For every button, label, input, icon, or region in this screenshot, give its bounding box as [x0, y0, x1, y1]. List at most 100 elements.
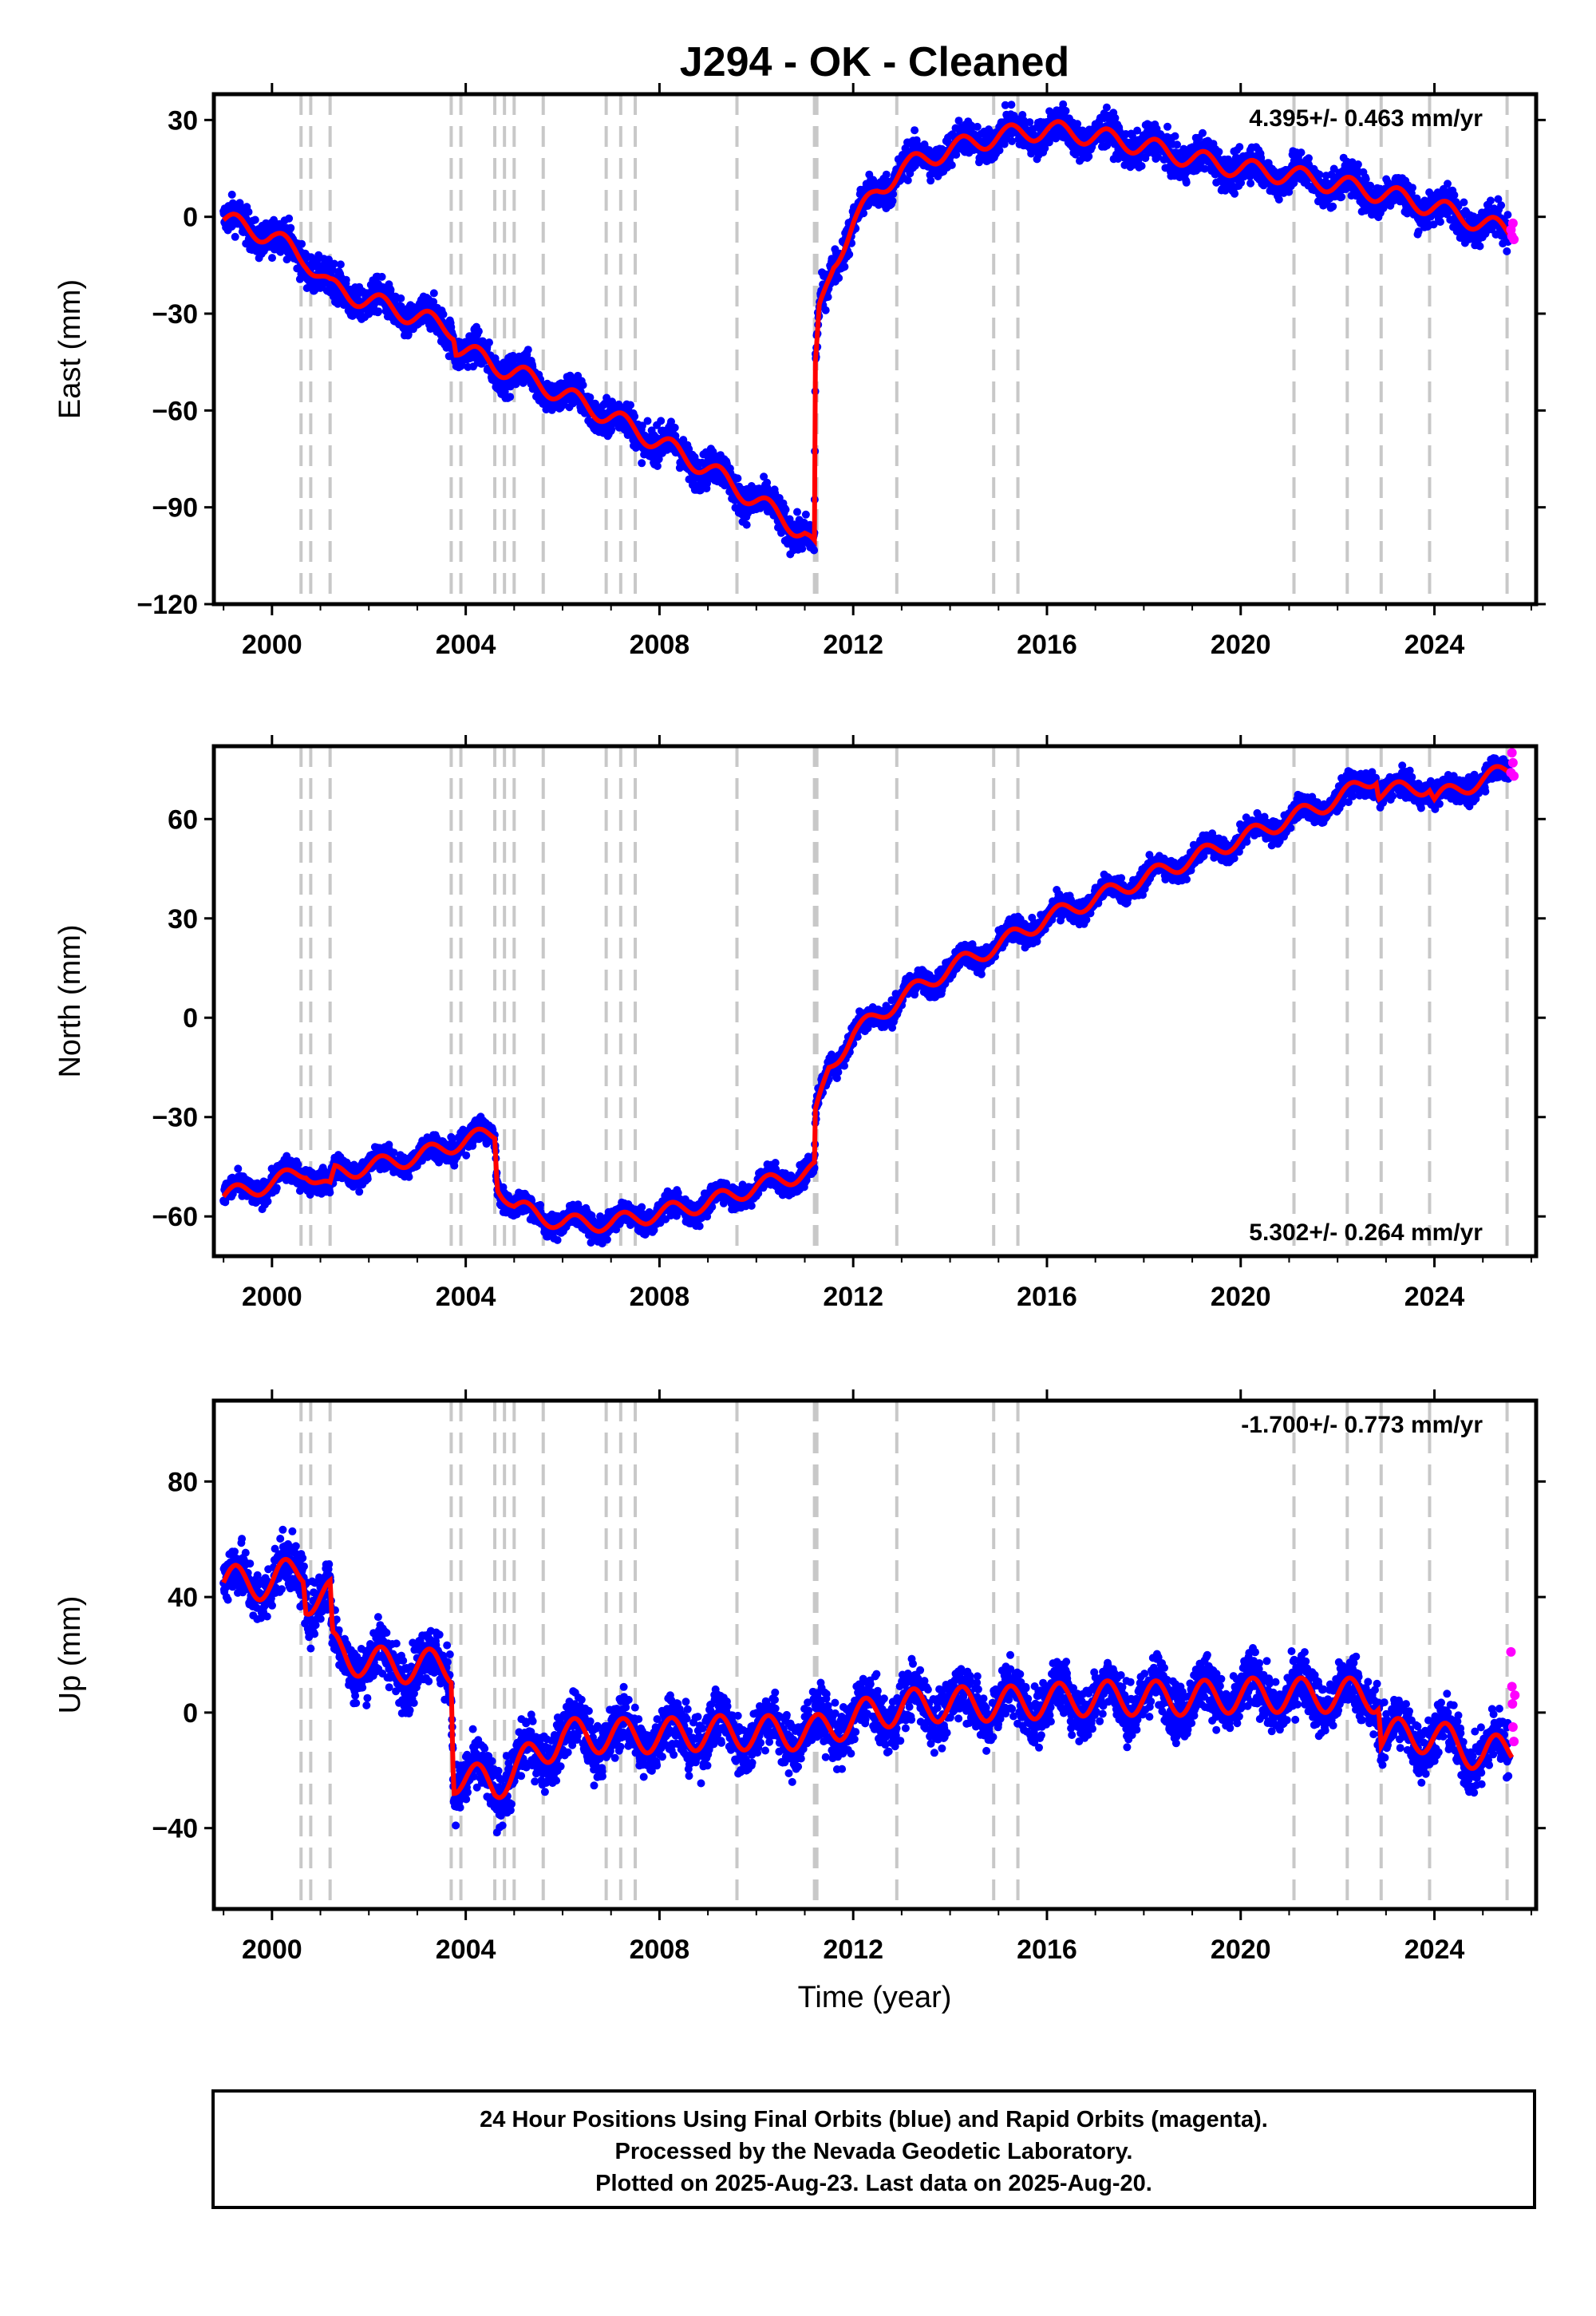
x-tick-label: 2016: [1017, 630, 1077, 660]
data-point: [234, 1164, 243, 1173]
data-point: [911, 126, 919, 135]
rapid-point: [1507, 218, 1518, 228]
data-point: [294, 1160, 302, 1169]
data-point: [685, 445, 693, 453]
x-tick-label: 2004: [436, 630, 496, 660]
data-point: [1361, 175, 1370, 184]
data-point: [263, 1197, 272, 1206]
data-point: [1200, 164, 1209, 173]
data-point: [282, 255, 291, 264]
data-point: [1246, 179, 1255, 188]
final-orbit-points: [219, 754, 1514, 1248]
data-point: [785, 515, 794, 524]
data-point: [330, 259, 338, 268]
data-point: [810, 546, 819, 555]
x-tick-label: 2012: [823, 630, 883, 660]
data-point: [798, 544, 807, 553]
y-tick-label: 0: [183, 203, 198, 233]
data-point: [1025, 118, 1034, 127]
x-tick-label: 2000: [242, 630, 302, 660]
data-point: [882, 170, 891, 179]
data-point: [429, 289, 438, 298]
data-point: [1173, 140, 1181, 149]
data-point: [667, 417, 675, 426]
data-point: [845, 250, 854, 259]
y-tick-label: −90: [152, 493, 198, 524]
data-point: [485, 338, 493, 347]
data-point: [1353, 160, 1362, 168]
data-point: [859, 209, 868, 218]
y-tick-label: −120: [136, 590, 198, 620]
data-point: [889, 190, 898, 199]
data-point: [670, 423, 679, 432]
data-point: [474, 327, 483, 336]
x-tick-label: 2008: [630, 630, 690, 660]
x-tick-label: 2024: [1404, 630, 1465, 660]
data-point: [586, 393, 595, 401]
data-point: [397, 294, 405, 302]
data-point: [801, 510, 810, 519]
data-point: [579, 381, 587, 389]
data-point: [285, 214, 294, 223]
data-point: [952, 150, 961, 159]
x-tick-label: 2020: [1211, 630, 1271, 660]
data-point: [429, 298, 438, 306]
data-point: [1061, 106, 1070, 115]
data-point: [926, 176, 935, 185]
rapid-point: [1509, 234, 1519, 244]
data-point: [835, 274, 843, 283]
data-point: [1503, 211, 1512, 219]
data-point: [1436, 218, 1444, 226]
y-tick-label: 30: [168, 105, 198, 136]
data-point: [733, 474, 742, 483]
data-point: [506, 393, 515, 401]
data-point: [1007, 101, 1016, 109]
data-point: [840, 263, 849, 271]
data-point: [995, 146, 1004, 155]
y-tick-label: −60: [152, 396, 198, 426]
data-point: [1163, 122, 1171, 131]
data-point: [1274, 196, 1283, 204]
data-point: [386, 286, 395, 294]
data-point: [1337, 192, 1346, 201]
data-point: [1444, 180, 1452, 188]
data-point: [630, 412, 639, 421]
data-point: [1297, 148, 1306, 157]
data-point: [1182, 178, 1191, 187]
data-point: [742, 520, 751, 529]
data-point: [1366, 181, 1375, 190]
data-point: [336, 260, 345, 269]
data-point: [888, 196, 897, 205]
data-point: [607, 425, 616, 434]
data-point: [1408, 184, 1416, 192]
data-point: [973, 122, 982, 131]
data-point: [760, 472, 768, 481]
data-point: [268, 254, 276, 263]
data-point: [653, 462, 662, 470]
data-point: [793, 508, 801, 516]
data-point: [244, 207, 253, 216]
data-point: [1450, 191, 1459, 200]
data-point: [374, 307, 383, 316]
data-point: [1497, 201, 1506, 210]
data-point: [329, 266, 338, 275]
data-point: [1199, 128, 1207, 137]
data-point: [1503, 247, 1511, 255]
data-point: [325, 255, 333, 264]
final-orbit-points: [219, 100, 1514, 559]
data-point: [377, 272, 386, 281]
data-point: [821, 306, 830, 314]
data-point: [1315, 170, 1324, 179]
data-point: [638, 421, 646, 430]
data-point: [231, 232, 239, 241]
data-point: [657, 417, 666, 425]
chart-title: J294 - OK - Cleaned: [680, 39, 1069, 85]
data-point: [439, 310, 448, 318]
data-point: [1084, 152, 1093, 160]
data-point: [1215, 148, 1223, 156]
data-point: [326, 1188, 334, 1197]
data-point: [903, 176, 912, 184]
